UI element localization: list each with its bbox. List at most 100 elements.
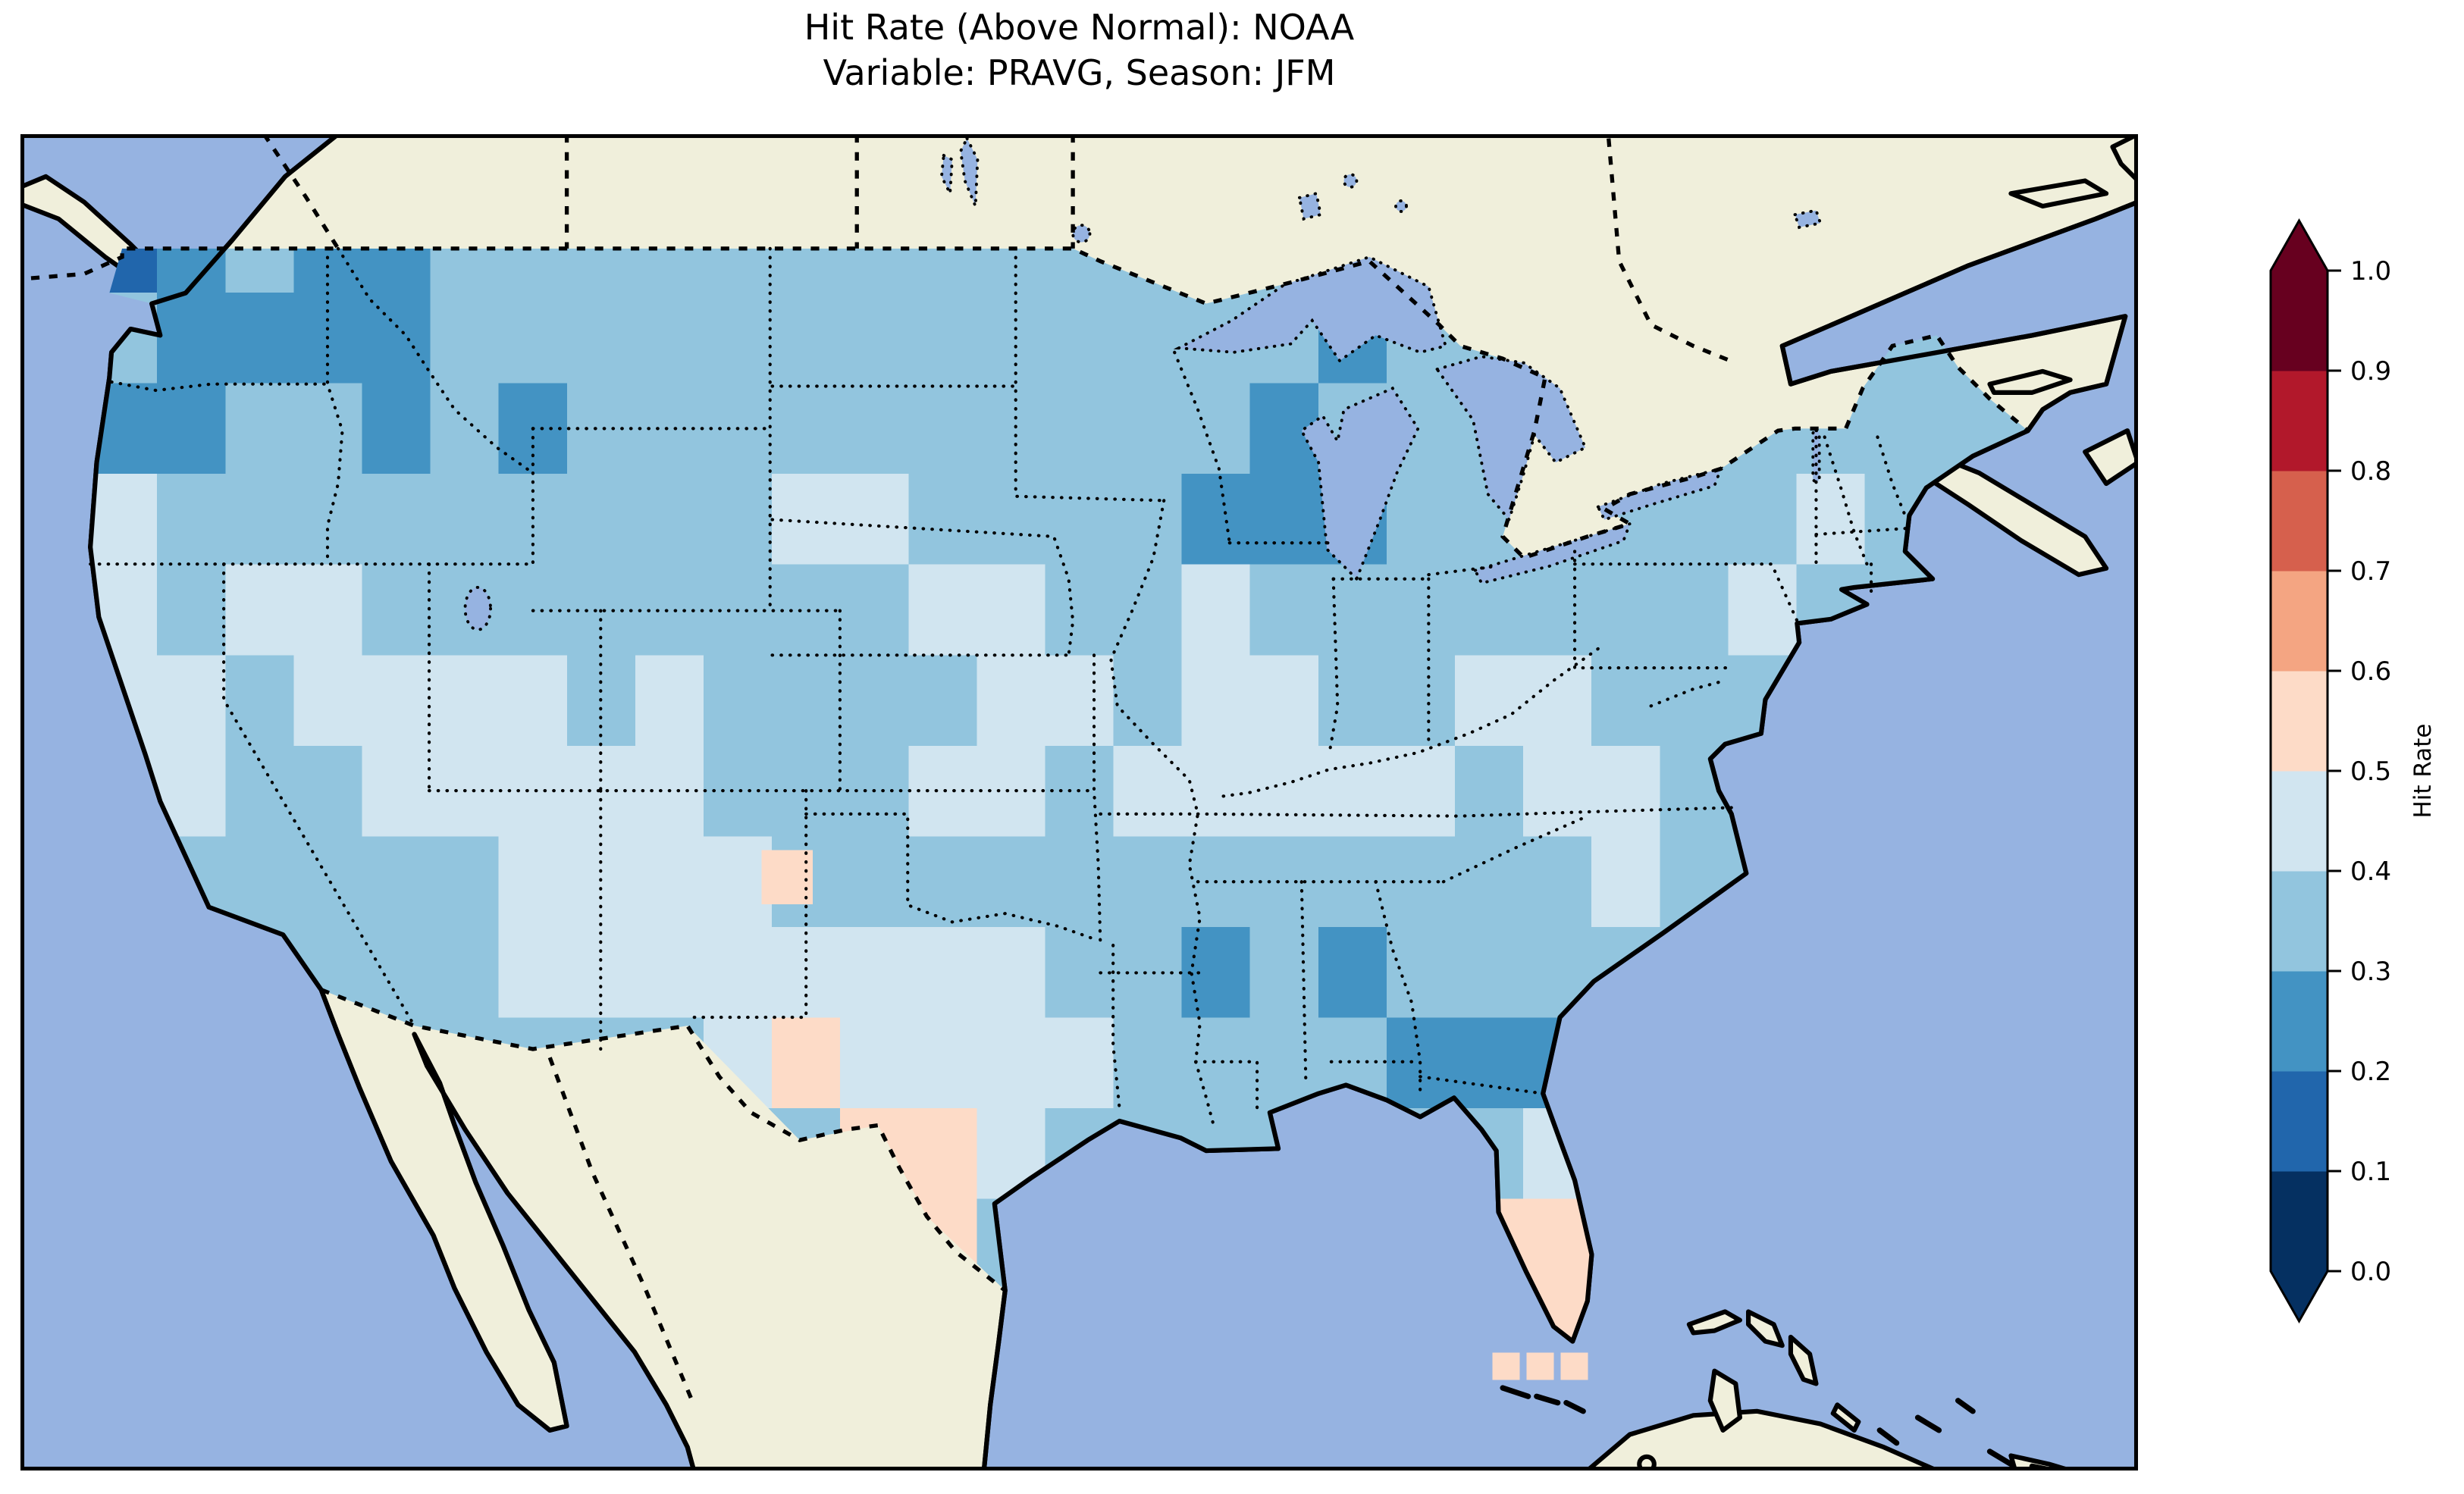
hit-rate-cell: [772, 248, 841, 294]
hit-rate-cell: [157, 474, 227, 565]
chart-title-line2: Variable: PRAVG, Season: JFM: [823, 52, 1336, 93]
hit-rate-cell: [157, 293, 227, 384]
hit-rate-cell: [430, 474, 500, 565]
us-map: [20, 134, 2138, 1471]
hit-rate-cell: [90, 474, 158, 565]
hit-rate-cell: [225, 745, 295, 838]
hit-rate-cell: [1045, 383, 1114, 475]
hit-rate-cell: [225, 383, 295, 475]
colorbar: 0.0 0.1 0.2 0.3 0.4 0.5 0.6 0.7 0.8 0.9 1.0: [2269, 218, 2391, 1324]
map-frame: [20, 134, 2138, 1471]
colorbar-segment: [2271, 471, 2328, 572]
hit-rate-cell: [772, 1017, 841, 1109]
hit-rate-cell: [1249, 1017, 1319, 1109]
hit-rate-cell: [703, 293, 773, 384]
hit-rate-cell: [1591, 564, 1661, 656]
hit-rate-cell: [703, 655, 773, 747]
cape-breton-island: [2083, 428, 2138, 487]
hit-rate-cell: [772, 474, 841, 565]
hit-rate-cell: [977, 926, 1046, 1019]
hit-rate-cell: [1249, 655, 1319, 747]
hit-rate-cell: [1045, 474, 1114, 565]
hit-rate-cell: [1113, 745, 1183, 838]
hit-rate-cell: [908, 474, 978, 565]
hit-rate-cell: [977, 1017, 1046, 1109]
coastlines: [88, 134, 2138, 1471]
hit-rate-cell: [293, 745, 363, 838]
chart-title-line1: Hit Rate (Above Normal): NOAA: [804, 7, 1355, 48]
hit-rate-cell: [1455, 1017, 1524, 1109]
lake-superior: [1173, 255, 1448, 363]
hit-rate-cell: [908, 383, 978, 475]
hit-rate-cell: [498, 926, 568, 1019]
hit-rate-cell: [362, 655, 431, 747]
hit-rate-cell: [498, 655, 568, 747]
hit-rate-cell: [703, 926, 773, 1019]
hit-rate-cell: [362, 836, 431, 928]
hit-rate-cell: [430, 293, 500, 384]
hit-rate-cell: [703, 474, 773, 565]
hit-rate-cell: [840, 926, 910, 1019]
newfoundland-corner: [2110, 134, 2138, 183]
hit-rate-cell: [1113, 655, 1183, 747]
hit-rate-cell: [840, 293, 910, 384]
hit-rate-cell: [157, 655, 227, 747]
hit-rate-cell: [1591, 836, 1661, 928]
hit-rate-cell: [977, 836, 1046, 928]
hit-rate-cell: [1386, 655, 1456, 747]
cuba: [1585, 1408, 1939, 1471]
hit-rate-cell: [1249, 926, 1319, 1019]
hit-rate-cell: [1181, 926, 1251, 1019]
grand-bahama-island: [1686, 1309, 1742, 1336]
hit-rate-cell: [1113, 1017, 1183, 1109]
colorbar-segment: [2271, 1171, 2328, 1272]
nova-scotia: [1923, 453, 2109, 578]
hit-rate-cell: [1455, 655, 1524, 747]
hit-rate-cell: [1045, 293, 1114, 384]
hit-rate-extra-cells: [761, 850, 1588, 1380]
hit-rate-cell: [908, 836, 978, 928]
hit-rate-cell: [1386, 926, 1456, 1019]
hit-rate-cell: [635, 836, 704, 928]
hit-rate-cell: [430, 836, 500, 928]
hit-rate-cell: [362, 564, 431, 656]
hit-rate-cell: [430, 655, 500, 747]
colorbar-tick-label: 0.3: [2350, 957, 2391, 987]
hit-rate-cell: [1523, 745, 1593, 838]
colorbar-axis-label: Hit Rate: [2409, 723, 2437, 819]
hit-rate-cell: [1045, 1017, 1114, 1109]
colorbar-tick-label: 0.5: [2350, 756, 2391, 787]
bc-alberta-border: [262, 134, 340, 250]
lake-manitoba: [939, 152, 954, 199]
anticosti-island: [2008, 178, 2109, 209]
lake-huron: [1434, 355, 1588, 523]
hit-rate-cell: [977, 564, 1046, 656]
long-island-bahamas: [1830, 1402, 1861, 1433]
hit-rate-cell: [840, 655, 910, 747]
hit-rate-cell: [1523, 836, 1593, 928]
hit-rate-cell: [566, 293, 636, 384]
florida-keys: [1500, 1385, 1586, 1414]
hit-rate-cell: [908, 926, 978, 1019]
andros-island: [1707, 1368, 1742, 1433]
eleuthera-island: [1788, 1334, 1819, 1386]
hit-rate-cell: [293, 655, 363, 747]
hit-rate-cell: [1318, 926, 1387, 1019]
hit-rate-cell: [362, 745, 431, 838]
ontario-quebec-border: [1607, 138, 1737, 365]
hit-rate-cell: [293, 383, 363, 475]
canadian-lake-small-2: [1394, 199, 1408, 213]
colorbar-segment: [2271, 1071, 2328, 1172]
lac-st-jean: [1792, 208, 1823, 230]
hit-rate-cell: [840, 383, 910, 475]
coastline-path: [88, 134, 2138, 1471]
canadian-lake-small-1: [1342, 173, 1359, 189]
lake-of-the-woods: [1071, 224, 1092, 244]
abaco-island: [1746, 1309, 1785, 1348]
chart-title: Hit Rate (Above Normal): NOAA Variable: …: [20, 5, 2138, 96]
hit-rate-cell: [566, 248, 636, 294]
hit-rate-cell: [1045, 564, 1114, 656]
lakes: [463, 135, 1823, 631]
hit-rate-cell: [1113, 293, 1183, 384]
